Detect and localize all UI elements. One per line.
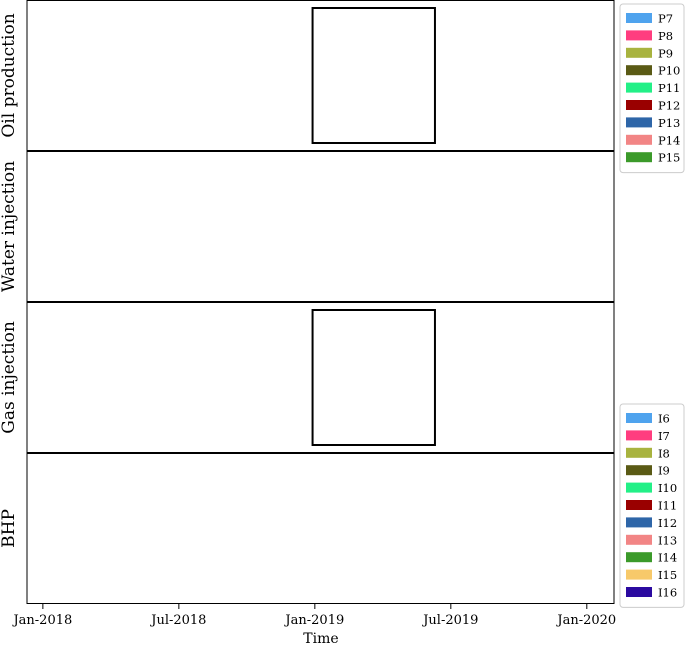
legend-swatch-i13: [626, 534, 652, 545]
legend-right-top: P7 P8 P9 P10 P11 P12 P13 P14 P15: [619, 3, 685, 174]
legend-swatch-p13: [626, 117, 652, 128]
legend-swatch-i10: [626, 482, 652, 493]
panel-frame: [26, 151, 615, 302]
legend-swatch-i11: [626, 500, 652, 510]
legend-label-p8: P8: [658, 29, 673, 43]
legend-label-i16: I16: [658, 586, 677, 600]
legend-swatch-i12: [626, 517, 652, 528]
legend-label-i12: I12: [658, 516, 677, 530]
legend-label-p14: P14: [658, 133, 680, 147]
x-tick-label: Jan-2019: [283, 613, 344, 628]
legend-label-i6: I6: [658, 412, 670, 426]
legend-swatch-p14: [626, 134, 652, 145]
x-axis-label: Time: [303, 631, 338, 646]
panel-1: Water injection: [0, 151, 615, 302]
legend-label-i14: I14: [658, 551, 677, 565]
legend-swatch-p7: [626, 13, 652, 23]
x-axis: Jan-2018 Jul-2018 Jan-2019 Jul-2019 Jan-2020: [11, 604, 616, 628]
legend-swatch-i8: [626, 447, 652, 458]
legend-swatch-i15: [626, 569, 652, 580]
legend-label-p7: P7: [658, 12, 673, 26]
legend-label-p12: P12: [658, 99, 680, 113]
panel-3: BHP: [0, 453, 615, 604]
legends: P7 P8 P9 P10 P11 P12 P13 P14 P15 I6 I7 I8 I9 I10 I11 I1…: [619, 3, 685, 608]
legend-swatch-p12: [626, 100, 652, 110]
legend-label-p9: P9: [658, 46, 673, 60]
x-tick-label: Jul-2018: [149, 613, 206, 628]
x-tick-label: Jan-2018: [11, 613, 72, 628]
legend-label-i13: I13: [658, 533, 677, 547]
x-tick-label: Jan-2020: [555, 613, 616, 628]
y-axis-label: Water injection: [0, 161, 19, 292]
legend-label-i11: I11: [658, 499, 677, 513]
y-axis-label: Gas injection: [0, 321, 19, 434]
legend-swatch-i6: [626, 413, 652, 423]
legend-label-i15: I15: [658, 568, 677, 582]
legend-label-i9: I9: [658, 464, 670, 478]
y-axis-label: BHP: [0, 509, 19, 548]
legend-label-i7: I7: [658, 429, 670, 443]
legend-swatch-p11: [626, 82, 652, 93]
y-axis-label: Oil production: [0, 13, 19, 137]
highlight-box: [311, 309, 436, 446]
legend-label-i8: I8: [658, 446, 670, 460]
legend-label-p10: P10: [658, 64, 680, 78]
legend-swatch-i9: [626, 465, 652, 476]
legend-swatch-p15: [626, 152, 652, 163]
legend-swatch-i16: [626, 587, 652, 597]
x-tick-label: Jul-2019: [421, 613, 478, 628]
panel-frame: [26, 453, 615, 604]
legend-swatch-p9: [626, 47, 652, 58]
legend-swatch-i7: [626, 430, 652, 441]
legend-label-p13: P13: [658, 116, 680, 130]
panel-frame: [26, 302, 615, 453]
panel-0: Oil production: [0, 0, 615, 151]
legend-label-i10: I10: [658, 481, 677, 495]
legend-right-bottom: I6 I7 I8 I9 I10 I11 I12 I13 I14 I15 I16: [619, 403, 685, 608]
panel-2: Gas injection: [0, 302, 615, 453]
legend-swatch-p8: [626, 30, 652, 41]
plot-panels: Oil production Water injection Gas injecti…: [0, 0, 615, 604]
legend-label-p11: P11: [658, 81, 680, 95]
legend-swatch-p10: [626, 65, 652, 76]
panel-frame: [26, 0, 615, 151]
legend-swatch-i14: [626, 552, 652, 563]
legend-label-p15: P15: [658, 151, 680, 165]
highlight-box: [311, 7, 436, 144]
